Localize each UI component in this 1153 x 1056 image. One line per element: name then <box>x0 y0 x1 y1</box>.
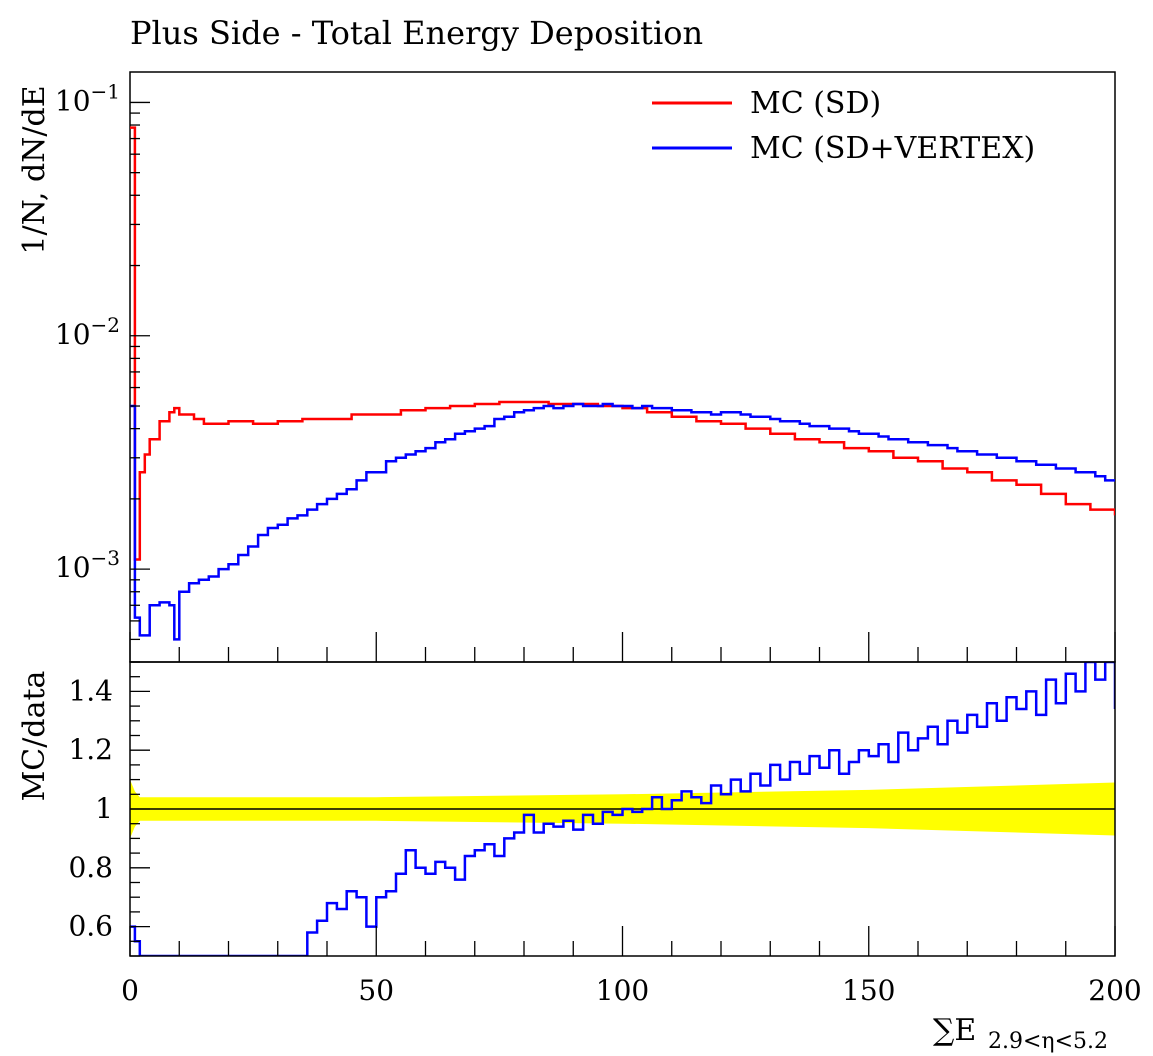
x-axis-label-subscript: 2.9<η<5.2 <box>988 1029 1108 1054</box>
legend-label-sd: MC (SD) <box>750 86 881 121</box>
ratio-y-tick-label: 0.6 <box>68 910 113 943</box>
x-axis-label-main: ∑E <box>933 1013 976 1048</box>
x-tick-label: 50 <box>358 974 394 1007</box>
x-tick-label: 200 <box>1088 974 1141 1007</box>
legend-label-vertex: MC (SD+VERTEX) <box>750 131 1035 166</box>
chart-title: Plus Side - Total Energy Deposition <box>130 14 703 52</box>
x-axis-label: ∑E 2.9<η<5.2 <box>933 1013 1108 1054</box>
legend: MC (SD) MC (SD+VERTEX) <box>652 86 1035 166</box>
y-tick-label: 10−1 <box>55 79 120 117</box>
series-line-vertex <box>130 402 1115 641</box>
series-line-sd <box>130 126 1115 561</box>
ratio-y-tick-label: 0.8 <box>68 851 113 884</box>
x-tick-label: 150 <box>842 974 895 1007</box>
ratio-y-tick-label: 1.4 <box>68 674 113 707</box>
x-tick-label: 100 <box>596 974 649 1007</box>
x-tick-label: 0 <box>121 974 139 1007</box>
main-ylabel: 1/N, dN/dE <box>17 85 52 254</box>
ratio-panel: 0.6 0.8 1 1.2 1.4 0 50 100 150 200 MC/data ∑E 2.… <box>17 661 1142 1054</box>
ratio-series-line-vertex <box>130 662 1115 956</box>
ratio-y-tick-label: 1 <box>95 792 113 825</box>
ratio-ylabel: MC/data <box>17 670 52 801</box>
y-tick-label: 10−2 <box>55 313 120 351</box>
y-tick-label: 10−3 <box>55 546 120 584</box>
ratio-y-tick-label: 1.2 <box>68 733 113 766</box>
